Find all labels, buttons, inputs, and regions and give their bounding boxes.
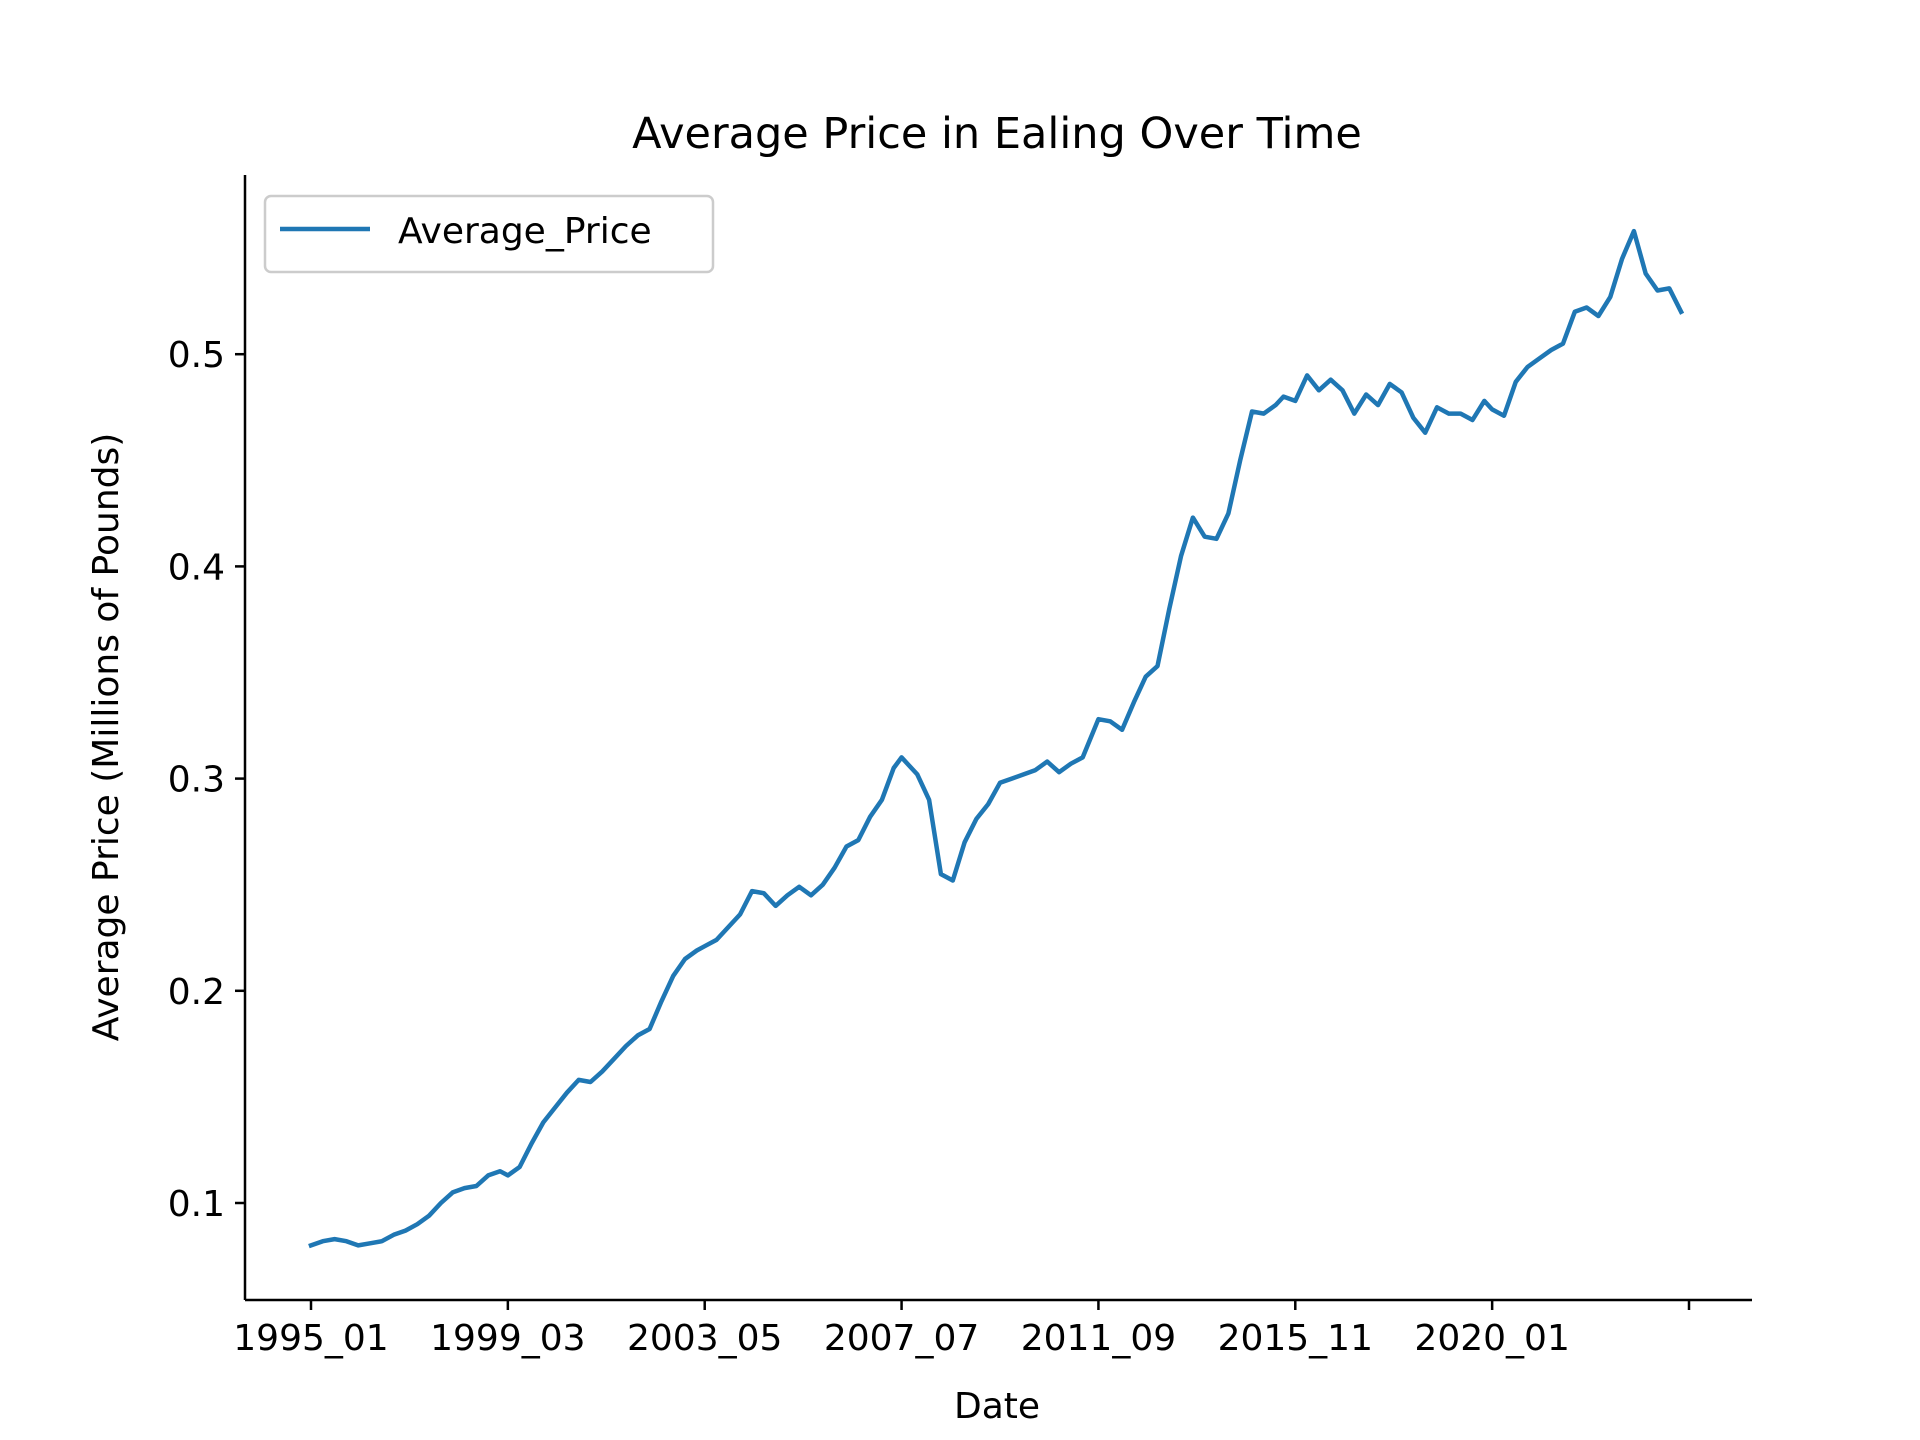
y-tick-label: 0.1 [168,1184,225,1225]
x-tick-label: 2015_11 [1218,1318,1373,1359]
x-tick-label: 1995_01 [233,1318,388,1359]
x-tick-label: 2011_09 [1021,1318,1176,1359]
series-line-average-price [308,228,1685,1249]
legend-frame [263,194,715,274]
y-tick-label: 0.2 [168,972,225,1013]
y-tick-label: 0.4 [168,547,225,588]
y-tick-label: 0.3 [168,760,225,801]
y-axis-ticks: 0.1 0.2 0.3 0.4 0.5 [168,335,245,1225]
x-tick-label: 1999_03 [430,1318,585,1359]
legend: Average_Price [263,194,715,274]
x-tick-label: 2007_07 [824,1318,979,1359]
plot-area: 0.1 0.2 0.3 0.4 0.5 1995_01 1999_03 2003_05 200… [168,175,1752,1359]
x-tick-label: 2020_01 [1414,1318,1569,1359]
legend-label: Average_Price [398,211,652,252]
y-axis-label: Average Price (Millions of Pounds) [86,433,127,1042]
x-tick-label: 2003_05 [627,1318,782,1359]
y-tick-label: 0.5 [168,335,225,376]
x-axis-label: Date [954,1386,1040,1427]
x-axis-ticks: 1995_01 1999_03 2003_05 2007_07 2011_09 2015_… [233,1300,1691,1359]
chart-title: Average Price in Ealing Over Time [632,109,1362,159]
